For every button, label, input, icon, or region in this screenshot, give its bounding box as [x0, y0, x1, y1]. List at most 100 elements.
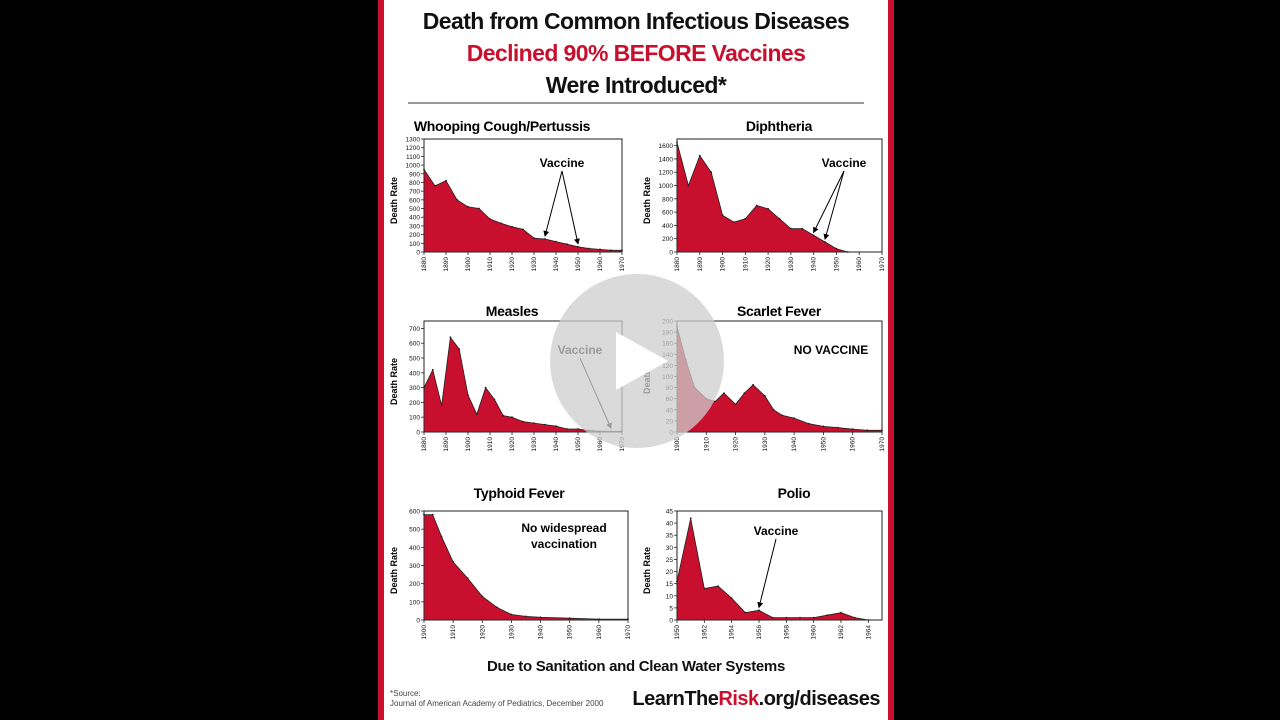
- data-point: [785, 616, 788, 619]
- data-point: [778, 217, 781, 220]
- data-point: [555, 240, 557, 243]
- data-point: [621, 249, 623, 252]
- y-tick-label: 35: [666, 533, 674, 540]
- y-tick-label: 0: [669, 618, 673, 625]
- x-tick-label: 1920: [765, 257, 772, 272]
- y-tick-label: 45: [666, 509, 674, 516]
- data-point: [599, 248, 601, 251]
- data-point: [767, 207, 769, 210]
- data-point: [744, 217, 747, 220]
- x-tick-label: 1950: [833, 257, 840, 272]
- data-point: [743, 392, 746, 394]
- data-point: [758, 609, 760, 612]
- data-point: [588, 247, 590, 250]
- data-point: [824, 241, 826, 243]
- x-tick-label: 1910: [487, 257, 494, 272]
- data-point: [458, 348, 461, 350]
- x-tick-label: 1890: [443, 437, 450, 452]
- data-point: [812, 616, 815, 619]
- x-tick-label: 1958: [783, 625, 790, 640]
- brand-url[interactable]: LearnTheRisk.org/diseases: [632, 688, 880, 711]
- data-point: [598, 618, 600, 620]
- x-tick-label: 1952: [701, 625, 708, 640]
- data-point: [533, 422, 535, 424]
- chart-2: Diphtheria 0 200 400 600 800 1000 1200 1400 1600 1…: [642, 118, 886, 271]
- y-tick-label: 300: [409, 223, 420, 230]
- data-area: [423, 514, 629, 621]
- data-point: [723, 392, 725, 394]
- data-point: [452, 561, 454, 563]
- y-tick-label: 200: [409, 581, 420, 588]
- x-tick-label: 1960: [856, 257, 863, 272]
- data-point: [676, 141, 678, 144]
- chart-title: Typhoid Fever: [474, 485, 566, 501]
- x-tick-label: 1910: [703, 437, 710, 452]
- data-point: [881, 429, 883, 432]
- y-tick-label: 0: [416, 618, 420, 625]
- data-point: [812, 234, 815, 237]
- data-point: [714, 400, 716, 403]
- data-point: [744, 611, 747, 614]
- charts-grid: Whooping Cough/Pertussis0100200300400500…: [389, 118, 886, 640]
- data-point: [577, 245, 579, 248]
- play-icon[interactable]: [616, 332, 668, 390]
- data-point: [440, 404, 443, 407]
- y-tick-label: 600: [662, 210, 673, 217]
- y-tick-label: 400: [662, 223, 673, 230]
- chart-5: Typhoid Fever 0 100 200 300 400 500 600 1900 1910…: [389, 485, 632, 639]
- y-tick-label: 5: [669, 605, 673, 612]
- y-tick-label: 1200: [659, 170, 674, 177]
- x-tick-label: 1930: [788, 257, 795, 272]
- x-tick-label: 1950: [674, 625, 681, 640]
- data-point: [710, 171, 713, 174]
- y-axis-label: Death Rate: [642, 177, 652, 224]
- y-tick-label: 700: [409, 189, 420, 196]
- y-axis-label: Death Rate: [389, 547, 399, 594]
- data-point: [801, 227, 804, 230]
- data-point: [807, 422, 810, 425]
- data-point: [733, 221, 735, 224]
- brand-part-3: .org/diseases: [758, 688, 881, 710]
- annotation-text: Vaccine: [540, 156, 585, 170]
- y-tick-label: 20: [666, 569, 674, 576]
- x-tick-label: 1940: [538, 625, 545, 640]
- x-tick-label: 1950: [820, 437, 827, 452]
- data-point: [544, 238, 546, 240]
- data-point: [627, 618, 629, 620]
- x-tick-label: 1950: [575, 437, 582, 452]
- x-tick-label: 1900: [465, 437, 472, 452]
- source-label: *Source:: [390, 689, 421, 698]
- infographic-poster: Death from Common Infectious Diseases De…: [378, 0, 894, 720]
- data-point: [500, 222, 502, 225]
- data-point: [555, 425, 557, 427]
- data-point: [522, 420, 524, 423]
- x-tick-label: 1930: [531, 257, 538, 272]
- y-tick-label: 500: [409, 356, 420, 363]
- data-point: [752, 383, 754, 386]
- x-tick-label: 1920: [509, 437, 516, 452]
- data-point: [431, 513, 434, 516]
- y-tick-label: 1300: [406, 137, 421, 144]
- poster-border-left: [378, 0, 384, 720]
- x-tick-label: 1970: [619, 257, 626, 272]
- annotation-text: NO VACCINE: [794, 343, 868, 357]
- chart-title: Scarlet Fever: [737, 303, 822, 319]
- data-point: [466, 577, 469, 580]
- data-point: [440, 535, 443, 538]
- y-tick-label: 700: [409, 326, 420, 333]
- data-point: [423, 513, 425, 516]
- x-tick-label: 1930: [531, 437, 538, 452]
- y-tick-label: 400: [409, 215, 420, 222]
- y-tick-label: 600: [409, 197, 420, 204]
- data-point: [493, 398, 496, 401]
- data-point: [431, 368, 434, 371]
- chart-6: Polio 0 5 10 15 20 25 30 35 40 45 1950 1952 1954 1956 1…: [642, 485, 883, 640]
- title-line-1: Death from Common Infectious Diseases: [422, 8, 850, 34]
- data-point: [496, 606, 498, 609]
- data-area: [423, 168, 623, 253]
- x-tick-label: 1960: [811, 625, 818, 640]
- data-point: [481, 595, 484, 598]
- data-point: [703, 587, 706, 590]
- y-tick-label: 900: [409, 171, 420, 178]
